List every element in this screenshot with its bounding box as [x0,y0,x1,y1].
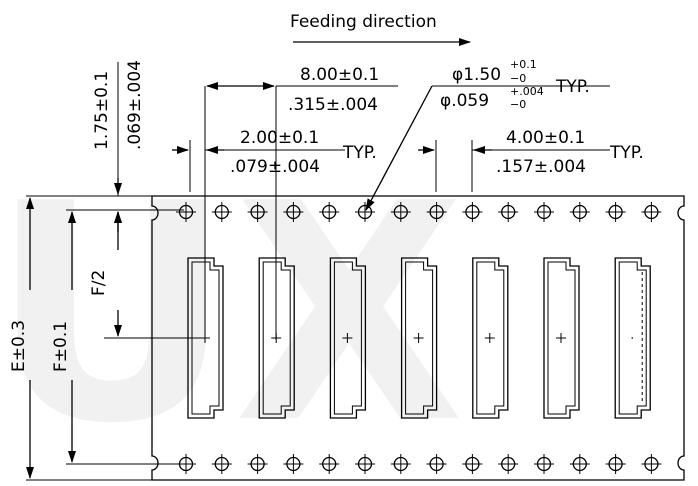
hole-dia-metric-tol-minus: −0 [510,72,526,85]
sprocket-hole [176,202,196,222]
tape-outline [151,195,685,481]
e-dim-label: E±0.3 [9,320,29,372]
pitch-8-metric: 8.00±0.1 [300,65,379,85]
sprocket-hole [498,202,519,222]
pitch-2-typ: TYP. [342,143,377,163]
sprocket-hole [569,202,590,222]
sprocket-hole [426,454,447,474]
component-pocket [400,257,438,419]
sprocket-hole [283,454,304,474]
sprocket-hole [426,202,447,222]
pitch-4-metric: 4.00±0.1 [506,128,585,148]
sprocket-hole [355,454,375,474]
sprocket-hole [211,454,232,474]
sprocket-hole [605,202,626,222]
feeding-direction-label: Feeding direction [290,12,437,32]
component-pockets [187,257,651,419]
hole-dia-inch-tol-minus: −0 [510,98,526,111]
pitch-8-inch: .315±.004 [288,95,378,115]
sprocket-hole [247,202,268,222]
sprocket-hole [283,202,304,222]
sprocket-hole [390,202,411,222]
sprocket-hole [641,454,662,474]
watermark: UX [0,140,465,486]
sprocket-hole [569,454,590,474]
sprocket-hole [534,202,554,222]
pitch-4-typ: TYP. [609,143,644,163]
hole-dia-typ: TYP. [555,77,590,97]
pitch-2-inch: .079±.004 [230,157,320,177]
sprocket-holes-top [176,202,662,222]
sprocket-hole [247,454,268,474]
sprocket-hole [390,454,411,474]
f-half-label: F/2 [89,270,109,296]
sprocket-hole [498,454,519,474]
sprocket-hole [319,454,340,474]
edge-175-inch: .069±.004 [125,60,145,150]
hole-dia-inch: φ.059 [440,91,489,111]
hole-dia-metric-tol-plus: +0.1 [510,58,537,71]
component-pocket [472,257,509,419]
component-pocket [329,257,367,419]
sprocket-hole [355,202,375,222]
edge-175-metric: 1.75±0.1 [92,71,112,150]
sprocket-hole [534,454,554,474]
pitch-4-inch: .157±.004 [496,157,586,177]
sprocket-hole [319,202,340,222]
sprocket-holes-bottom [176,454,662,474]
sprocket-hole [641,202,662,222]
hole-dia-inch-tol-plus: +.004 [510,85,544,98]
sprocket-hole [605,454,626,474]
sprocket-hole [211,202,232,222]
sprocket-hole [462,454,483,474]
pitch-2-metric: 2.00±0.1 [240,128,319,148]
component-pocket [614,257,651,419]
hole-dia-metric: φ1.50 [452,65,501,85]
hole-dia-leader [365,85,433,211]
sprocket-hole [462,202,483,222]
component-pocket [543,257,580,419]
f-dim-label: F±0.1 [51,321,71,372]
